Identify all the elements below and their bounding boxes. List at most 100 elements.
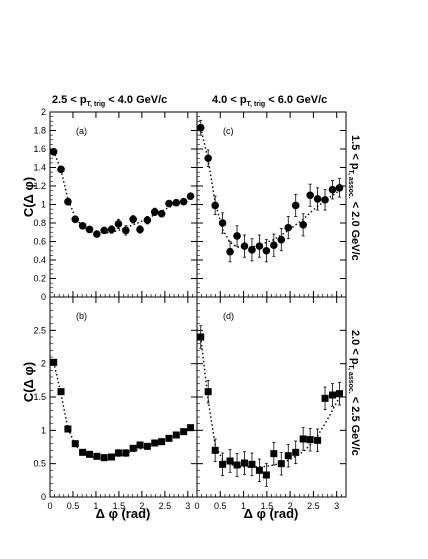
data-point bbox=[270, 450, 278, 458]
data-point bbox=[255, 466, 263, 474]
data-point bbox=[313, 195, 322, 203]
column-title-right: 4.0 < pT, trig < 6.0 GeV/c bbox=[212, 94, 327, 108]
y-tick-label: 0.5 bbox=[33, 459, 46, 469]
data-point bbox=[57, 165, 65, 174]
y-tick-label: 0.4 bbox=[33, 255, 46, 265]
data-point bbox=[248, 460, 256, 468]
x-tick-label: 2 bbox=[139, 501, 144, 511]
y-tick-label: 1.4 bbox=[33, 163, 46, 173]
data-point bbox=[64, 197, 72, 206]
data-point bbox=[226, 247, 234, 256]
y-tick-label: 2 bbox=[41, 107, 46, 117]
data-point bbox=[121, 226, 130, 235]
y-tick-label: 0.8 bbox=[33, 218, 46, 228]
data-point bbox=[143, 442, 151, 450]
panel-a: 0 0.2 0.4 0.6 0.8 1 1.2 1.4 1.6 1.8 2 (a) bbox=[33, 107, 198, 302]
data-point bbox=[292, 448, 300, 456]
x-axis-label-right: Δ φ (rad) bbox=[244, 506, 299, 521]
data-point bbox=[270, 241, 278, 249]
panel-label: (b) bbox=[76, 311, 87, 321]
data-point bbox=[204, 154, 212, 163]
data-point bbox=[71, 440, 79, 448]
data-point bbox=[114, 220, 123, 228]
data-point bbox=[240, 242, 249, 250]
data-point bbox=[79, 448, 87, 456]
data-point bbox=[50, 358, 58, 366]
data-point bbox=[100, 454, 108, 462]
data-point bbox=[136, 225, 144, 234]
data-point bbox=[328, 391, 336, 399]
data-point bbox=[172, 431, 180, 439]
data-point bbox=[136, 441, 144, 449]
row-title-bottom: 2.0 < pT, assoc. < 2.5 GeV/c bbox=[347, 330, 361, 456]
data-point bbox=[129, 215, 137, 224]
x-axis-label-left: Δ φ (rad) bbox=[96, 506, 151, 521]
data-point bbox=[180, 428, 188, 436]
data-point bbox=[122, 449, 130, 457]
data-point bbox=[233, 461, 241, 469]
y-tick-label: 1.6 bbox=[33, 144, 46, 154]
data-point bbox=[49, 147, 58, 156]
data-point bbox=[299, 221, 307, 229]
x-tick-label: 0 bbox=[194, 501, 199, 511]
data-point bbox=[108, 453, 116, 461]
data-point bbox=[306, 191, 314, 200]
data-point bbox=[233, 232, 241, 240]
x-tick-label: 0.5 bbox=[67, 501, 80, 511]
x-tick-label: 1 bbox=[93, 501, 98, 511]
data-point bbox=[219, 460, 227, 468]
data-point bbox=[262, 246, 271, 255]
x-tick-label: 1.5 bbox=[113, 501, 126, 511]
y-tick-label: 1.8 bbox=[33, 126, 46, 136]
data-point bbox=[284, 223, 293, 232]
data-point bbox=[78, 221, 87, 230]
data-point bbox=[165, 199, 173, 208]
data-point bbox=[71, 215, 80, 224]
row-title-top: 1.5 < pT, assoc. < 2.0 GeV/c bbox=[347, 135, 361, 261]
y-tick-label: 0 bbox=[41, 492, 46, 502]
fit-curve bbox=[200, 336, 341, 468]
data-point bbox=[211, 446, 219, 454]
y-tick-label: 1 bbox=[41, 200, 46, 210]
x-tick-label: 3 bbox=[185, 501, 190, 511]
data-point bbox=[277, 235, 286, 244]
data-point bbox=[151, 439, 159, 447]
data-point bbox=[321, 196, 329, 204]
data-point bbox=[172, 198, 181, 207]
data-point bbox=[165, 434, 173, 442]
x-tick-label: 3 bbox=[334, 501, 339, 511]
y-axis-label-top: C(Δ φ) bbox=[21, 177, 36, 217]
data-point bbox=[284, 452, 292, 460]
x-tick-label: 2.5 bbox=[307, 501, 320, 511]
data-point bbox=[248, 246, 256, 254]
y-tick-label: 1.5 bbox=[33, 392, 46, 402]
y-tick-label: 0 bbox=[41, 292, 46, 302]
x-tick-label: 0 bbox=[47, 501, 52, 511]
panel-b: 0 0.5 1 1.5 2 2.5 300.511.522.5(b) bbox=[33, 296, 198, 511]
data-point bbox=[299, 435, 307, 443]
data-point bbox=[226, 457, 234, 465]
data-point bbox=[157, 209, 166, 218]
data-point bbox=[255, 242, 264, 250]
data-point bbox=[262, 471, 270, 479]
data-point bbox=[186, 192, 195, 200]
x-tick-label: 1.5 bbox=[261, 501, 274, 511]
data-point bbox=[129, 444, 137, 452]
y-axis-label-bottom: C(Δ φ) bbox=[21, 362, 36, 402]
data-point bbox=[158, 438, 166, 446]
x-tick-label: 1 bbox=[241, 501, 246, 511]
data-point bbox=[179, 197, 188, 206]
data-point bbox=[150, 208, 159, 216]
y-tick-label: 2 bbox=[41, 359, 46, 369]
fit-curve bbox=[53, 362, 191, 459]
panels: 0 0.2 0.4 0.6 0.8 1 1.2 1.4 1.6 1.8 2 (a) (c) 0 0.5 1 1.… bbox=[33, 107, 347, 511]
data-point bbox=[306, 436, 314, 444]
data-point bbox=[291, 201, 300, 210]
panel-frame bbox=[49, 296, 198, 498]
y-tick-label: 0.2 bbox=[33, 274, 46, 284]
data-point bbox=[100, 226, 109, 235]
panel-label: (d) bbox=[223, 311, 234, 321]
column-title-left: 2.5 < pT, trig < 4.0 GeV/c bbox=[52, 94, 167, 108]
y-tick-label: 0.6 bbox=[33, 237, 46, 247]
panel-c: (c) bbox=[196, 111, 347, 298]
